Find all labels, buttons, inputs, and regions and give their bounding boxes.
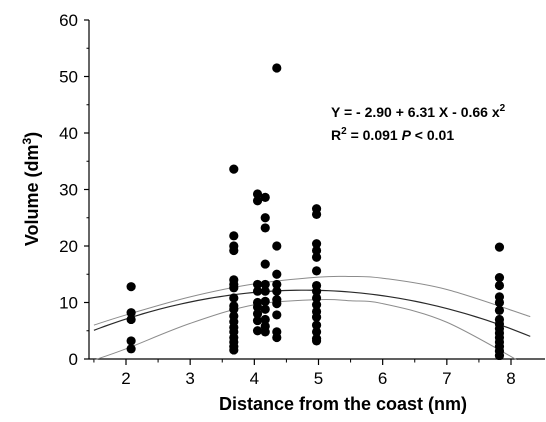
p-label: P	[402, 127, 412, 143]
data-point	[260, 223, 270, 233]
data-point	[494, 305, 505, 316]
data-point	[494, 351, 505, 360]
data-point	[252, 189, 263, 199]
x-tick-label-group: 2 3 4 5 6 7 8	[121, 369, 515, 388]
data-point	[311, 293, 322, 303]
data-point	[260, 296, 270, 306]
data-point	[252, 302, 263, 312]
data-point	[311, 327, 322, 337]
data-point	[311, 286, 322, 296]
data-point	[126, 344, 136, 354]
data-point	[229, 245, 239, 256]
data-point	[126, 336, 136, 346]
data-point	[252, 286, 263, 296]
x-tick-label: 3	[185, 369, 194, 388]
data-point	[126, 308, 136, 318]
data-point	[311, 300, 322, 310]
data-point	[311, 209, 322, 219]
data-point	[260, 192, 270, 203]
y-tick-label: 50	[59, 68, 78, 87]
data-point	[272, 332, 282, 343]
data-point	[311, 252, 322, 262]
r2-label: R	[331, 127, 341, 143]
data-point	[272, 241, 282, 251]
x-axis-title: Distance from the coast (nm)	[219, 394, 467, 414]
data-point	[272, 286, 282, 296]
data-point	[252, 309, 263, 319]
data-point	[229, 231, 239, 241]
x-tick-label: 8	[506, 369, 515, 388]
data-point	[252, 279, 263, 290]
data-point	[252, 315, 263, 326]
r2-value: = 0.091	[347, 127, 402, 143]
data-point	[260, 213, 270, 223]
r2-sup: 2	[341, 126, 347, 137]
data-point	[126, 282, 136, 292]
data-point	[260, 259, 270, 269]
y-tick-label: 60	[59, 11, 78, 30]
x-tick-label: 7	[442, 369, 451, 388]
data-point	[229, 293, 239, 303]
confidence-band-upper	[93, 275, 531, 326]
data-point	[260, 314, 270, 325]
data-point	[229, 345, 239, 355]
data-point	[260, 286, 270, 296]
equation-text: Y = - 2.90 + 6.31 X - 0.66 x	[331, 104, 500, 120]
data-point	[311, 312, 322, 322]
y-tick-group	[84, 19, 89, 360]
y-tick-label: 30	[59, 181, 78, 200]
equation-sup: 2	[500, 103, 506, 114]
y-tick-label: 10	[59, 294, 78, 313]
data-point	[494, 297, 505, 308]
y-axis-title: Volume (dm3)	[20, 132, 42, 246]
data-point	[272, 279, 282, 290]
data-point	[272, 310, 282, 320]
data-point	[311, 239, 322, 249]
data-point	[126, 314, 136, 325]
x-tick-label: 4	[250, 369, 259, 388]
x-tick-label: 6	[378, 369, 387, 388]
y-tick-label-group: 0 10 20 30 40 50 60	[59, 11, 78, 369]
data-point	[494, 280, 505, 291]
data-point	[494, 273, 505, 283]
data-point	[252, 326, 263, 336]
data-point	[260, 304, 270, 314]
y-axis-title-sup: 3	[20, 138, 34, 145]
data-point	[494, 242, 505, 252]
y-tick-label: 0	[69, 350, 78, 369]
p-value: < 0.01	[411, 127, 454, 143]
data-point	[272, 299, 282, 309]
x-tick-label: 2	[121, 369, 130, 388]
y-axis-title-main: Volume (dm	[22, 145, 42, 247]
data-point	[260, 279, 270, 290]
data-point	[311, 320, 322, 330]
data-points-group	[126, 63, 505, 360]
data-point	[252, 196, 263, 206]
data-point	[311, 245, 322, 256]
r2-p-annotation: R2 = 0.091 P < 0.01	[331, 126, 454, 143]
data-point	[311, 266, 322, 276]
y-tick-label: 20	[59, 237, 78, 256]
x-tick-label: 5	[314, 369, 323, 388]
data-point	[311, 336, 322, 346]
regression-equation: Y = - 2.90 + 6.31 X - 0.66 x2	[331, 103, 506, 120]
data-point	[229, 164, 239, 174]
data-point	[272, 63, 282, 73]
data-point	[260, 327, 270, 337]
x-tick-group	[93, 359, 512, 365]
data-point	[272, 269, 282, 279]
y-axis-title-close: )	[22, 132, 42, 138]
data-point	[229, 304, 239, 314]
data-point	[229, 283, 239, 293]
y-tick-label: 40	[59, 124, 78, 143]
